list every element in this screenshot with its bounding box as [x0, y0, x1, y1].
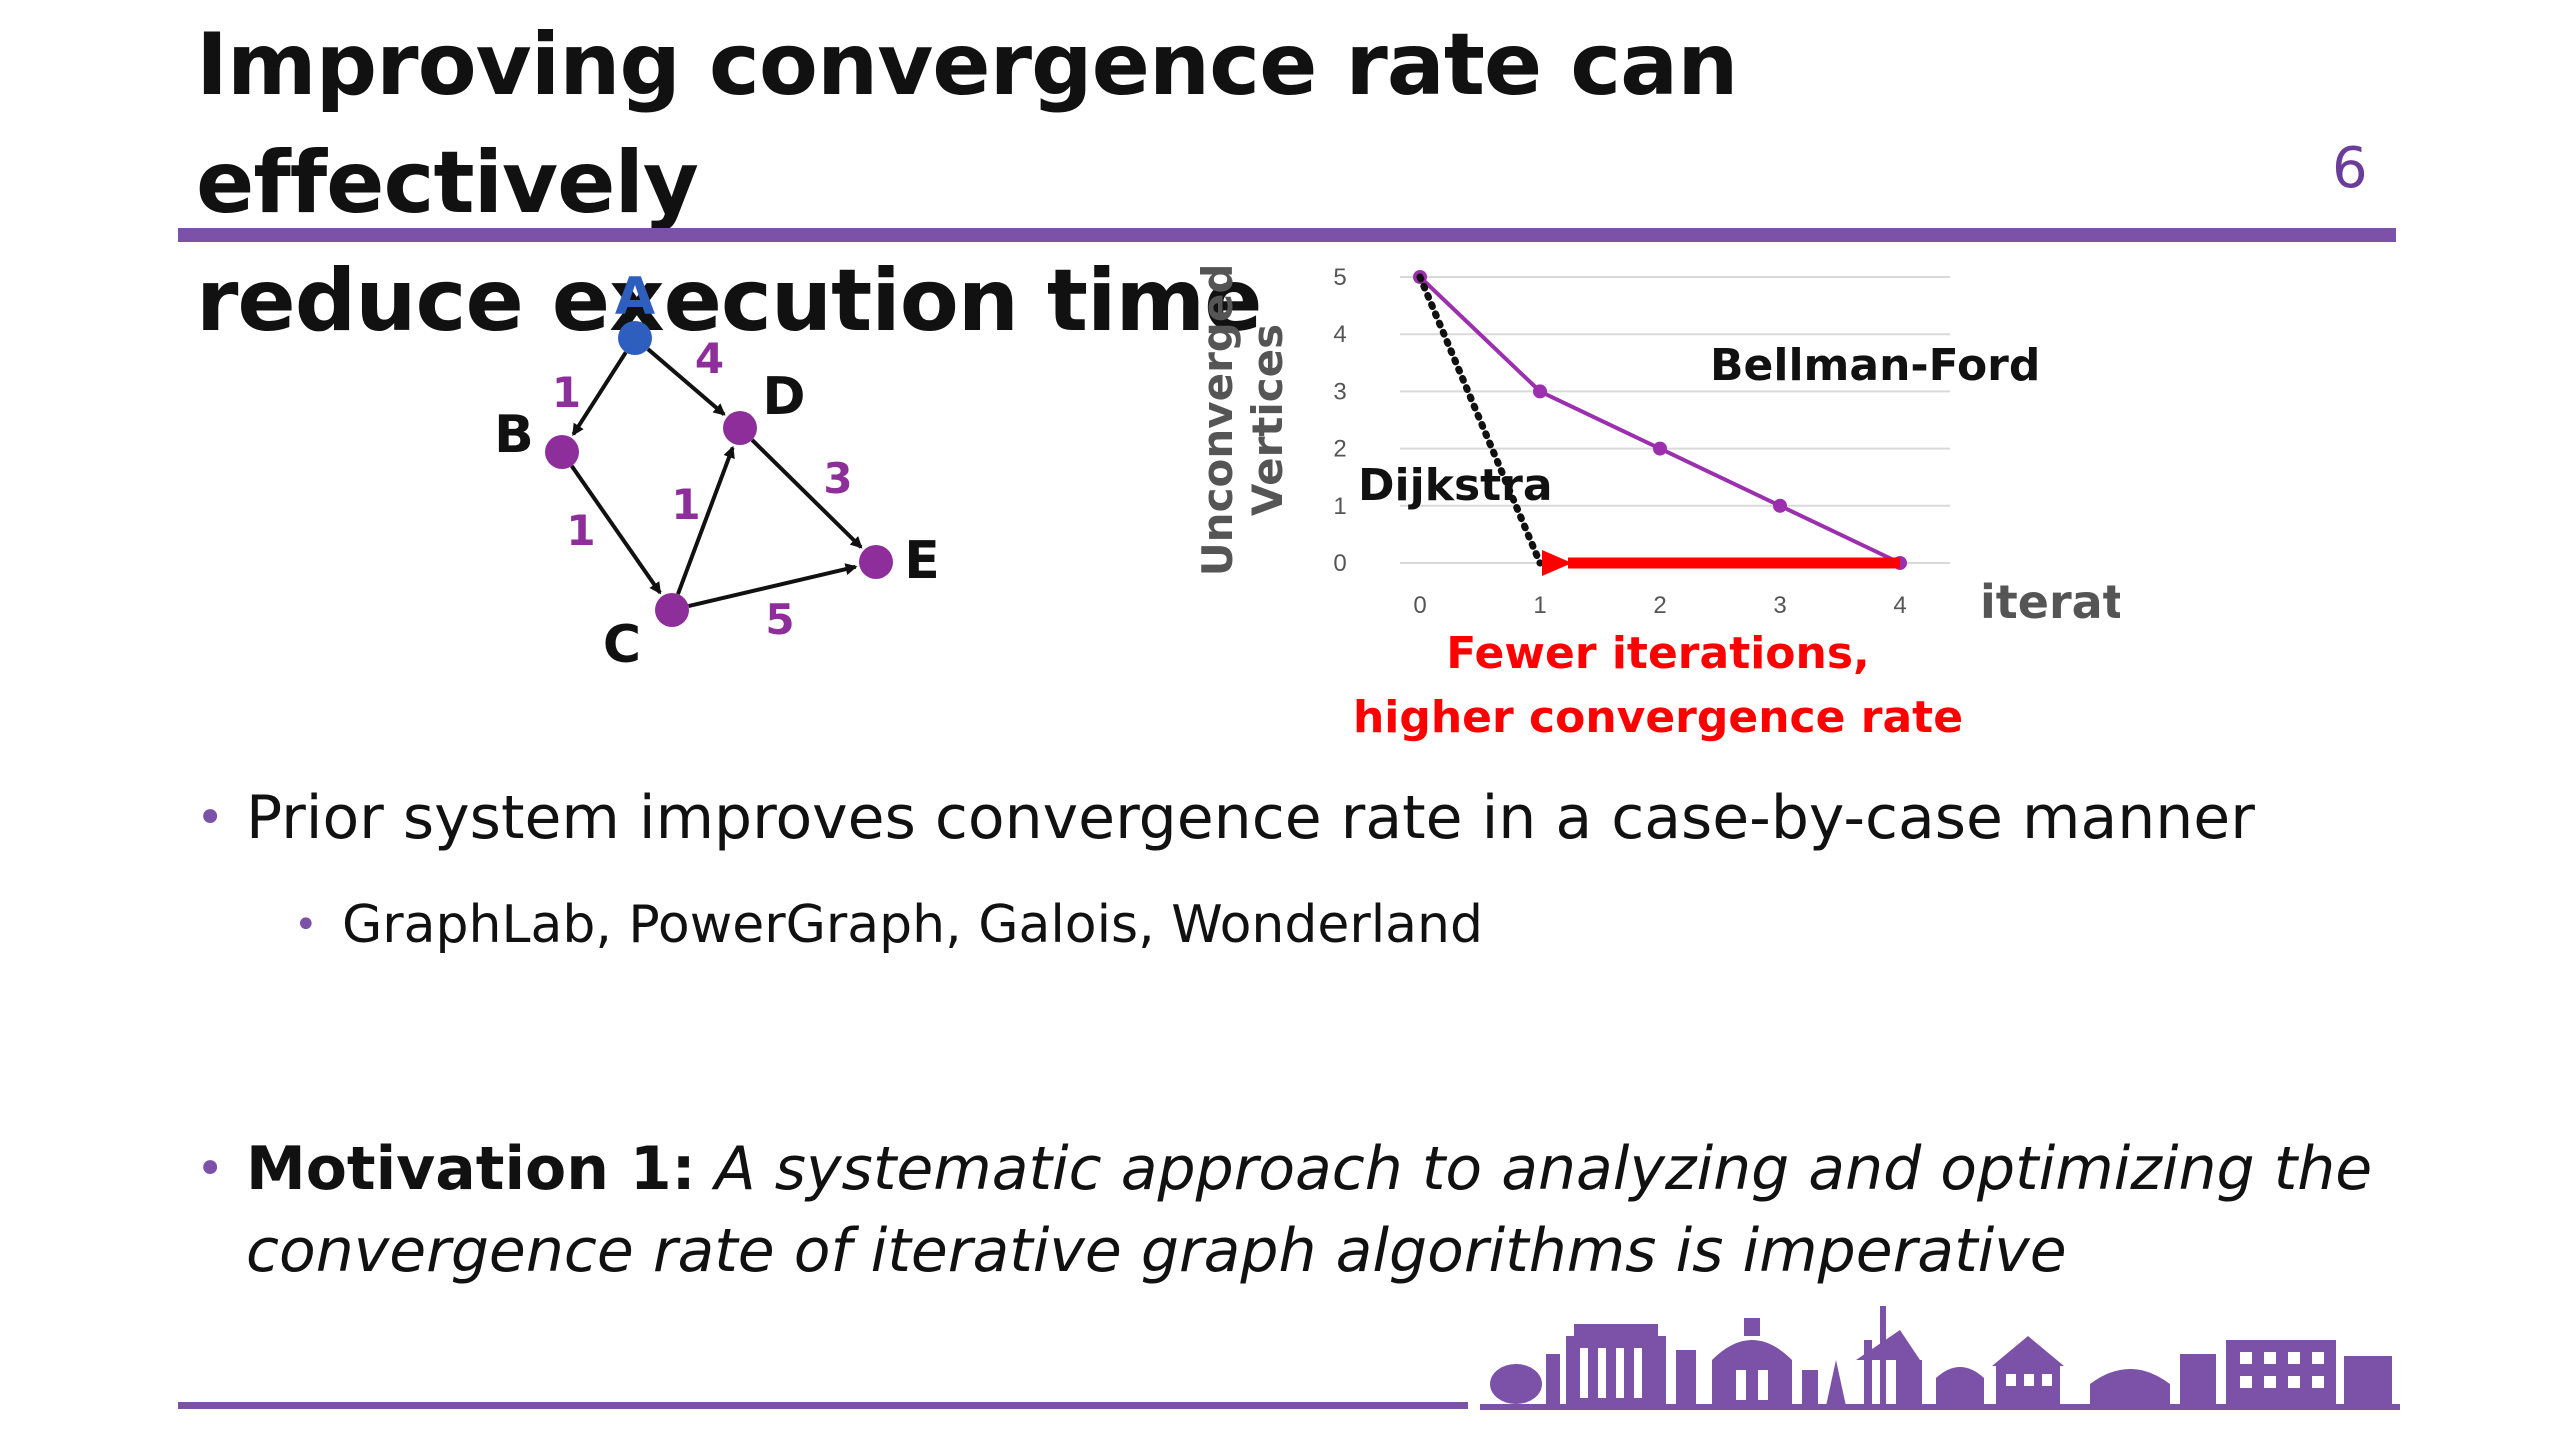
y-tick-label: 4 — [1333, 321, 1346, 348]
x-tick-label: 1 — [1533, 592, 1546, 619]
node-label-E: E — [904, 531, 940, 591]
slide-title: Improving convergence rate can effective… — [196, 6, 2246, 360]
convergence-chart: 0 1 2 3 4 5 0 1 2 3 4 Bellman-Ford Dijkstra iterati… — [1193, 264, 2120, 743]
series-label-dijkstra: Dijkstra — [1358, 460, 1553, 511]
sub-bullet-text: GraphLab, PowerGraph, Galois, Wonderland — [342, 895, 1484, 955]
series-label-bellman-ford: Bellman-Ford — [1710, 340, 2040, 391]
x-tick-label: 0 — [1413, 592, 1426, 619]
graph-diagram: 1 4 1 1 3 5 A B C D E — [494, 267, 940, 675]
slide-title-line-2: reduce execution time — [196, 251, 1262, 351]
graph-edge-D-E — [750, 438, 863, 549]
y-tick-label: 1 — [1333, 493, 1346, 520]
graph-edge-B-C — [570, 464, 662, 595]
edge-weight-D-E: 3 — [823, 454, 852, 503]
x-tick-label: 2 — [1653, 592, 1666, 619]
bullet-marker: • — [294, 902, 318, 948]
data-point-bellman-ford — [1773, 498, 1787, 513]
graph-edge-A-B — [571, 351, 628, 436]
y-tick-label: 0 — [1333, 550, 1346, 577]
graph-node-A — [618, 321, 652, 355]
edge-weight-C-D: 1 — [671, 480, 700, 529]
data-point-bellman-ford — [1533, 384, 1547, 399]
y-tick-label: 5 — [1333, 264, 1346, 291]
campus-skyline-logo — [1480, 1306, 2400, 1410]
graph-node-B — [545, 435, 579, 469]
graph-node-E — [859, 545, 893, 579]
sub-bullet-systems: • GraphLab, PowerGraph, Galois, Wonderla… — [294, 890, 1483, 960]
bullet-marker: • — [196, 1141, 225, 1197]
graph-edge-A-D — [646, 347, 726, 416]
graph-edge-C-E — [688, 563, 858, 609]
edge-weight-A-B: 1 — [552, 368, 581, 417]
footer-divider — [178, 1402, 1468, 1409]
bullet-prior-system: • Prior system improves convergence rate… — [196, 778, 2255, 858]
graph-node-D — [723, 411, 757, 445]
y-tick-label: 3 — [1333, 378, 1346, 405]
annotation-line-2: higher convergence rate — [1353, 692, 1963, 743]
x-axis-label: iterations — [1980, 575, 2120, 629]
series-line-bellman-ford — [1418, 275, 1901, 565]
graph-edge-C-D — [676, 445, 735, 595]
y-tick-label: 2 — [1333, 436, 1346, 463]
edge-weight-B-C: 1 — [566, 506, 595, 555]
edge-weight-C-E: 5 — [765, 595, 794, 644]
bullet-marker: • — [196, 790, 225, 846]
x-tick-label: 3 — [1773, 592, 1786, 619]
page-number: 6 — [2332, 136, 2368, 201]
x-tick-label: 4 — [1893, 592, 1906, 619]
data-point-bellman-ford — [1653, 441, 1667, 456]
series-line-dijkstra — [1416, 273, 1544, 567]
motivation-label: Motivation 1: — [246, 1134, 696, 1204]
node-label-D: D — [762, 367, 805, 427]
annotation-line-1: Fewer iterations, — [1446, 628, 1870, 679]
bullet-text: Prior system improves convergence rate i… — [246, 783, 2255, 853]
slide-title-line-1: Improving convergence rate can effective… — [196, 15, 1738, 233]
node-label-A: A — [615, 267, 655, 327]
node-label-B: B — [494, 405, 534, 465]
graph-node-C — [655, 593, 689, 627]
edge-weight-A-D: 4 — [695, 334, 724, 383]
motivation-text: A systematic approach to analyzing and o… — [246, 1134, 2373, 1286]
bullet-motivation: • Motivation 1: A systematic approach to… — [196, 1128, 2426, 1292]
title-divider — [178, 228, 2396, 242]
node-label-C: C — [603, 615, 641, 675]
y-axis-label: UnconvergedVertices — [1193, 264, 1292, 577]
